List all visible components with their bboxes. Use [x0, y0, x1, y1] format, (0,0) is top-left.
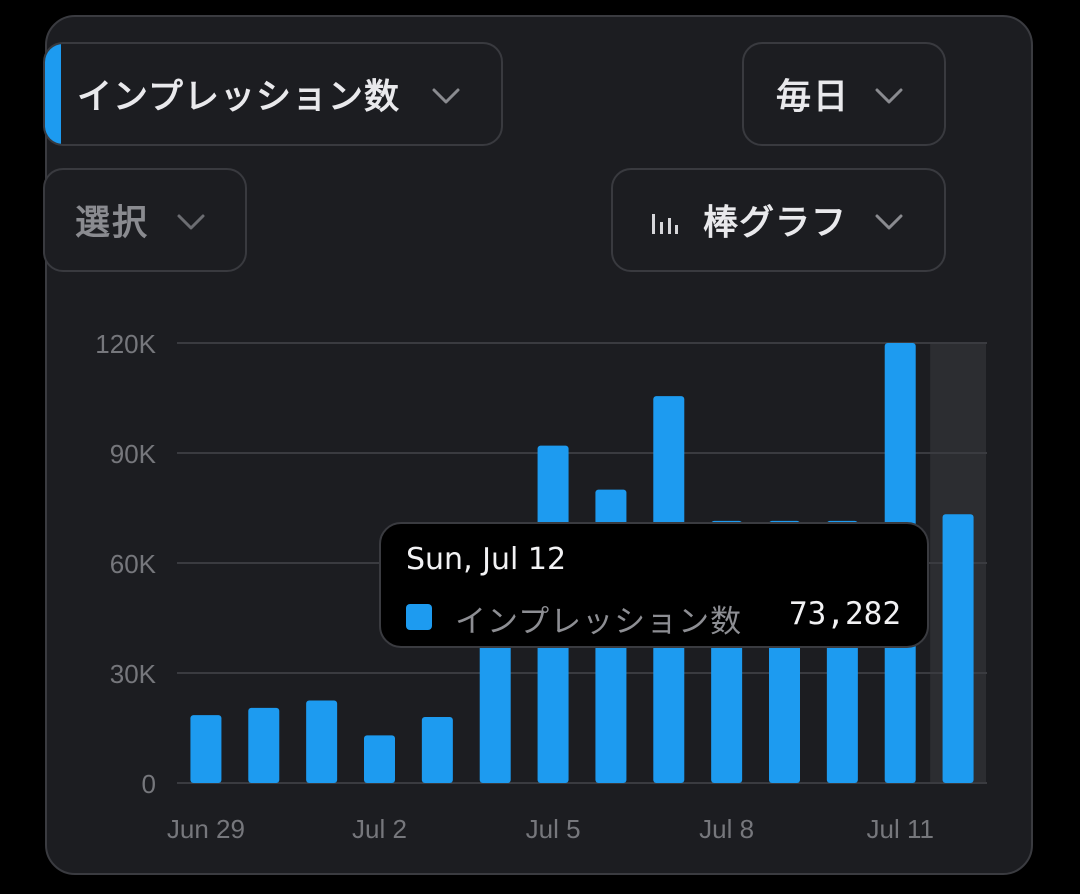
tooltip-series-swatch: [406, 604, 432, 630]
chevron-down-icon: [177, 214, 205, 230]
bar: [306, 700, 338, 783]
chart-type-dropdown-label: 棒グラフ: [703, 203, 848, 244]
x-tick-label: Jul 2: [352, 814, 407, 844]
bar: [942, 514, 974, 783]
y-tick-label: 0: [142, 769, 156, 799]
chevron-down-icon: [432, 88, 460, 104]
x-tick-label: Jul 5: [526, 814, 581, 844]
bar: [364, 735, 395, 783]
period-dropdown[interactable]: 毎日: [742, 42, 946, 146]
x-tick-label: Jul 8: [699, 814, 754, 844]
chart-type-dropdown[interactable]: 棒グラフ: [611, 168, 946, 272]
bar: [248, 707, 280, 783]
y-tick-label: 90K: [110, 439, 157, 469]
bar-chart-icon: [652, 214, 678, 234]
x-tick-label: Jul 11: [866, 814, 933, 844]
tooltip-date: Sun, Jul 12: [406, 542, 567, 577]
chevron-down-icon: [875, 88, 903, 104]
x-tick-label: Jun 29: [167, 814, 245, 844]
tooltip-series-name: インプレッション数: [455, 604, 743, 640]
y-tick-label: 30K: [110, 659, 157, 689]
metric-dropdown-label: インプレッション数: [77, 77, 400, 118]
select-dropdown[interactable]: 選択: [43, 168, 247, 272]
bar: [421, 717, 453, 783]
metric-color-indicator: [45, 44, 61, 144]
chevron-down-icon: [875, 214, 903, 230]
bar: [479, 618, 511, 783]
y-tick-label: 60K: [110, 549, 157, 579]
bar: [190, 715, 222, 783]
period-dropdown-label: 毎日: [776, 77, 851, 118]
metric-dropdown[interactable]: インプレッション数: [43, 42, 503, 146]
select-dropdown-label: 選択: [75, 203, 150, 244]
tooltip-value: 73,282: [789, 596, 901, 632]
y-tick-label: 120K: [95, 329, 156, 359]
chart-tooltip: Sun, Jul 12 インプレッション数 73,282: [379, 522, 929, 648]
